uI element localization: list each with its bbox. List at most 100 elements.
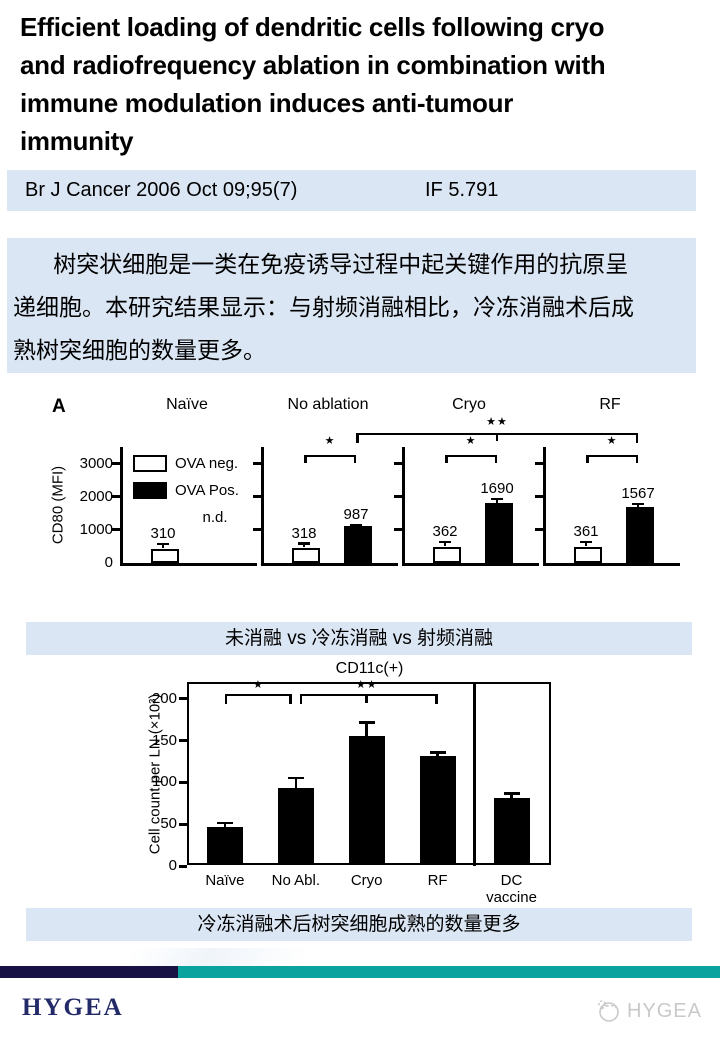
figure-b-bar — [493, 798, 530, 864]
figure-a-error-bar — [495, 500, 499, 507]
figure-a-panel-title: Cryo — [452, 396, 486, 413]
figure-a-sig-bracket-tick — [353, 454, 356, 463]
figure-a-panel-letter: A — [52, 396, 66, 417]
figure-a-panel-title: No ablation — [287, 396, 369, 413]
figure-a-panel-title: Naïve — [166, 396, 208, 413]
figure-a-error-bar-cap — [157, 542, 169, 546]
figure-a-y-axis-tick — [253, 528, 261, 532]
figure-a-legend-swatch — [133, 455, 167, 472]
journal-info-bar: Br J Cancer 2006 Oct 09;95(7) IF 5.791 — [7, 170, 696, 211]
figure-a-cross-sig-tick — [356, 432, 359, 443]
figure-a-legend-item: OVA Pos. — [133, 482, 239, 499]
figure-a-error-bar — [161, 545, 165, 548]
figure-a-value-label: 1567 — [621, 485, 655, 503]
figure-a-value-label: 361 — [573, 523, 599, 541]
figure-b-y-tick-label: 0 — [168, 857, 177, 874]
figure-a-value-label: 362 — [432, 523, 458, 541]
figure-a-sig-bracket-tick — [304, 454, 307, 463]
figure-b-error-bar — [510, 792, 513, 799]
figure-b-error-bar — [365, 721, 368, 737]
figure-b-x-tick-label: Naïve — [205, 872, 245, 889]
figure-b-y-axis-tick — [179, 822, 187, 826]
footer-swoosh-decoration — [124, 948, 311, 966]
footer-navy-bar — [0, 966, 178, 978]
figure-a-bar — [485, 503, 513, 563]
figure-a-sig-label: ★ — [465, 435, 477, 447]
figure-b-sig-bracket-tick — [289, 693, 292, 704]
figure-b-x-tick-label: RF — [427, 872, 448, 889]
figure-a-y-axis-tick — [394, 462, 402, 466]
figure-a-sig-bracket — [445, 454, 497, 466]
figure-a-caption: 未消融 vs 冷冻消融 vs 射频消融 — [26, 622, 692, 655]
figure-b-y-tick-label: 150 — [151, 731, 177, 749]
figure-b-sig-label: ★★ — [355, 679, 378, 691]
figure-a-y-axis-tick — [253, 495, 261, 499]
figure-a-sig-label: ★ — [606, 435, 618, 447]
watermark: HYGEA — [595, 998, 702, 1024]
figure-a-bar — [344, 526, 372, 563]
abstract-line: 熟树突细胞的数量更多。 — [13, 337, 266, 363]
figure-a-sig-bracket-tick — [445, 454, 448, 463]
figure-a-y-tick-label: 3000 — [79, 454, 113, 472]
paper-title-line: Efficient loading of dendritic cells fol… — [20, 12, 605, 42]
figure-a-cross-sig-tick — [635, 432, 638, 443]
figure-a-y-tick-label: 2000 — [79, 487, 113, 505]
figure-a-sig-bracket-tick — [586, 454, 589, 463]
figure-b-error-bar-cap — [503, 792, 520, 795]
figure-a-y-axis-tick — [253, 462, 261, 466]
figure-b-y-axis-tick — [179, 864, 187, 868]
figure-a-cross-sig-mid-tick — [495, 433, 499, 441]
figure-a-y-axis-tick — [394, 495, 402, 499]
figure-b-sig-bracket-tick — [299, 693, 303, 704]
paper-title: Efficient loading of dendritic cells fol… — [20, 8, 712, 160]
figure-b-chart: CD11c(+) Cell count per LN (×10³) 0 50 100 15… — [143, 660, 583, 908]
figure-a-sig-bracket-tick — [635, 454, 638, 463]
watermark-text: HYGEA — [626, 999, 702, 1022]
figure-b-y-tick-label: 200 — [151, 689, 177, 707]
figure-a-sig-bracket — [304, 454, 356, 466]
figure-a-y-axis-tick — [112, 462, 120, 466]
figure-a-legend-item: OVA neg. — [133, 455, 238, 472]
figure-b-error-bar — [294, 776, 298, 789]
figure-b-sig-bracket — [224, 693, 292, 705]
figure-a-legend-label: OVA neg. — [175, 455, 239, 472]
figure-b-bar — [206, 826, 243, 864]
figure-b-x-tick-label: No Abl. — [271, 872, 320, 889]
watermark-globe-icon — [598, 1000, 619, 1022]
figure-b-y-axis-tick — [179, 780, 187, 784]
figure-a-y-tick-label: 0 — [104, 554, 113, 571]
figure-b-y-tick-label: 100 — [151, 773, 177, 791]
figure-b-bar — [419, 756, 456, 864]
figure-b-error-bar-cap — [358, 721, 375, 724]
impact-factor: IF 5.791 — [425, 179, 499, 201]
figure-b-sig-bracket-tick — [224, 693, 228, 704]
figure-a-error-bar-cap — [439, 540, 451, 544]
figure-a-y-axis-tick — [535, 462, 543, 466]
figure-a-chart: A CD80 (MFI) Naïve OVA neg. OVA Pos. 310 n.d. 0… — [20, 390, 700, 595]
figure-b-sig-bracket-tick — [435, 693, 438, 704]
figure-a-nd-label: n.d. — [202, 509, 228, 526]
figure-b-bar — [277, 788, 314, 864]
figure-a-error-bar — [354, 526, 358, 531]
figure-a-sig-bracket — [586, 454, 638, 466]
figure-b-x-tick-label: DC vaccine — [486, 872, 537, 906]
figure-a-legend-label: OVA Pos. — [175, 482, 239, 499]
figure-a-panel-plot: 361 1567 ★ — [535, 435, 680, 566]
figure-b-error-bar — [223, 821, 227, 827]
figure-b-y-axis-tick — [179, 697, 187, 701]
figure-b-title: CD11c(+) — [335, 660, 404, 677]
figure-a-y-tick-label: 1000 — [79, 520, 113, 538]
figure-b-bar — [348, 736, 385, 864]
figure-a-y-axis-tick — [112, 528, 120, 532]
figure-b-error-bar — [436, 751, 439, 757]
figure-a-bar — [574, 547, 602, 563]
figure-b-plot-box — [187, 682, 551, 865]
figure-a-error-bar-cap — [580, 540, 592, 544]
figure-b-error-bar-cap — [429, 751, 446, 754]
brand-logo-text: HYGEA — [22, 994, 124, 1021]
abstract-line: 树突状细胞是一类在免疫诱导过程中起关键作用的抗原呈 — [53, 251, 629, 277]
figure-a-error-bar-cap — [298, 542, 310, 545]
figure-a-value-label: 987 — [343, 506, 369, 524]
figure-b-sig-bracket — [299, 693, 438, 705]
